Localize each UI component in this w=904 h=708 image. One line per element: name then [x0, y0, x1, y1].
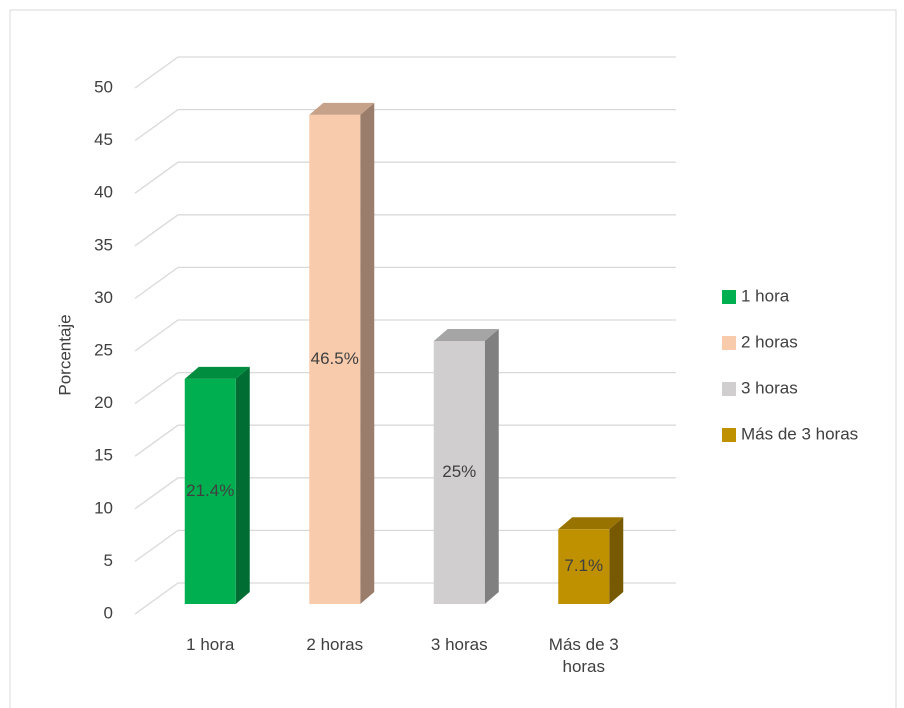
legend-label: 2 horas: [741, 332, 798, 351]
y-tick-label: 0: [104, 603, 113, 622]
legend-label: Más de 3 horas: [741, 424, 858, 443]
grid-line: [134, 477, 676, 510]
legend-label: 3 horas: [741, 378, 798, 397]
y-tick-label: 20: [94, 393, 113, 412]
legend-swatch: [722, 290, 736, 304]
y-tick-label: 50: [94, 77, 113, 96]
grid-line: [134, 266, 676, 299]
data-label: 21.4%: [186, 481, 234, 500]
y-tick-label: 40: [94, 183, 113, 202]
grid-line: [134, 319, 676, 352]
grid-line: [134, 108, 676, 142]
grid-line: [134, 424, 676, 457]
grid-line: [134, 371, 676, 405]
y-tick-label: 25: [94, 340, 113, 359]
bar-top: [309, 102, 375, 115]
y-tick-label: 10: [94, 498, 113, 517]
data-label: 46.5%: [311, 349, 359, 368]
chart-frame: [9, 9, 897, 708]
x-tick-label: 3 horas: [430, 635, 488, 654]
bar: [433, 341, 485, 604]
x-tick-label: 2 horas: [306, 635, 364, 654]
bar-top: [558, 517, 624, 530]
data-label: 25%: [442, 462, 476, 481]
y-axis-title: Porcentaje: [55, 314, 74, 395]
bar-side: [360, 102, 375, 604]
bar-top: [184, 366, 250, 379]
bar-top: [433, 329, 499, 341]
data-label: 7.1%: [564, 556, 603, 575]
bar-side: [235, 366, 250, 604]
x-tick-label: Más de 3 horas: [548, 635, 619, 676]
y-tick-label: 5: [104, 551, 113, 570]
y-tick-label: 15: [94, 446, 113, 465]
grid-line: [134, 582, 676, 615]
grid-line: [134, 214, 676, 247]
grid-line: [134, 56, 676, 89]
legend-swatch: [722, 428, 736, 442]
bar-side: [609, 517, 624, 604]
grid-line: [134, 529, 676, 562]
y-tick-label: 30: [94, 288, 113, 307]
legend-swatch: [722, 382, 736, 396]
bar-side: [484, 329, 499, 604]
bar: [184, 378, 236, 604]
bar: [558, 529, 610, 604]
y-tick-label: 45: [94, 130, 113, 149]
grid-line: [134, 161, 676, 194]
bar: [309, 114, 361, 604]
x-tick-label: 1 hora: [186, 635, 235, 654]
legend-label: 1 hora: [741, 286, 790, 305]
legend-swatch: [722, 336, 736, 350]
y-tick-label: 35: [94, 235, 113, 254]
